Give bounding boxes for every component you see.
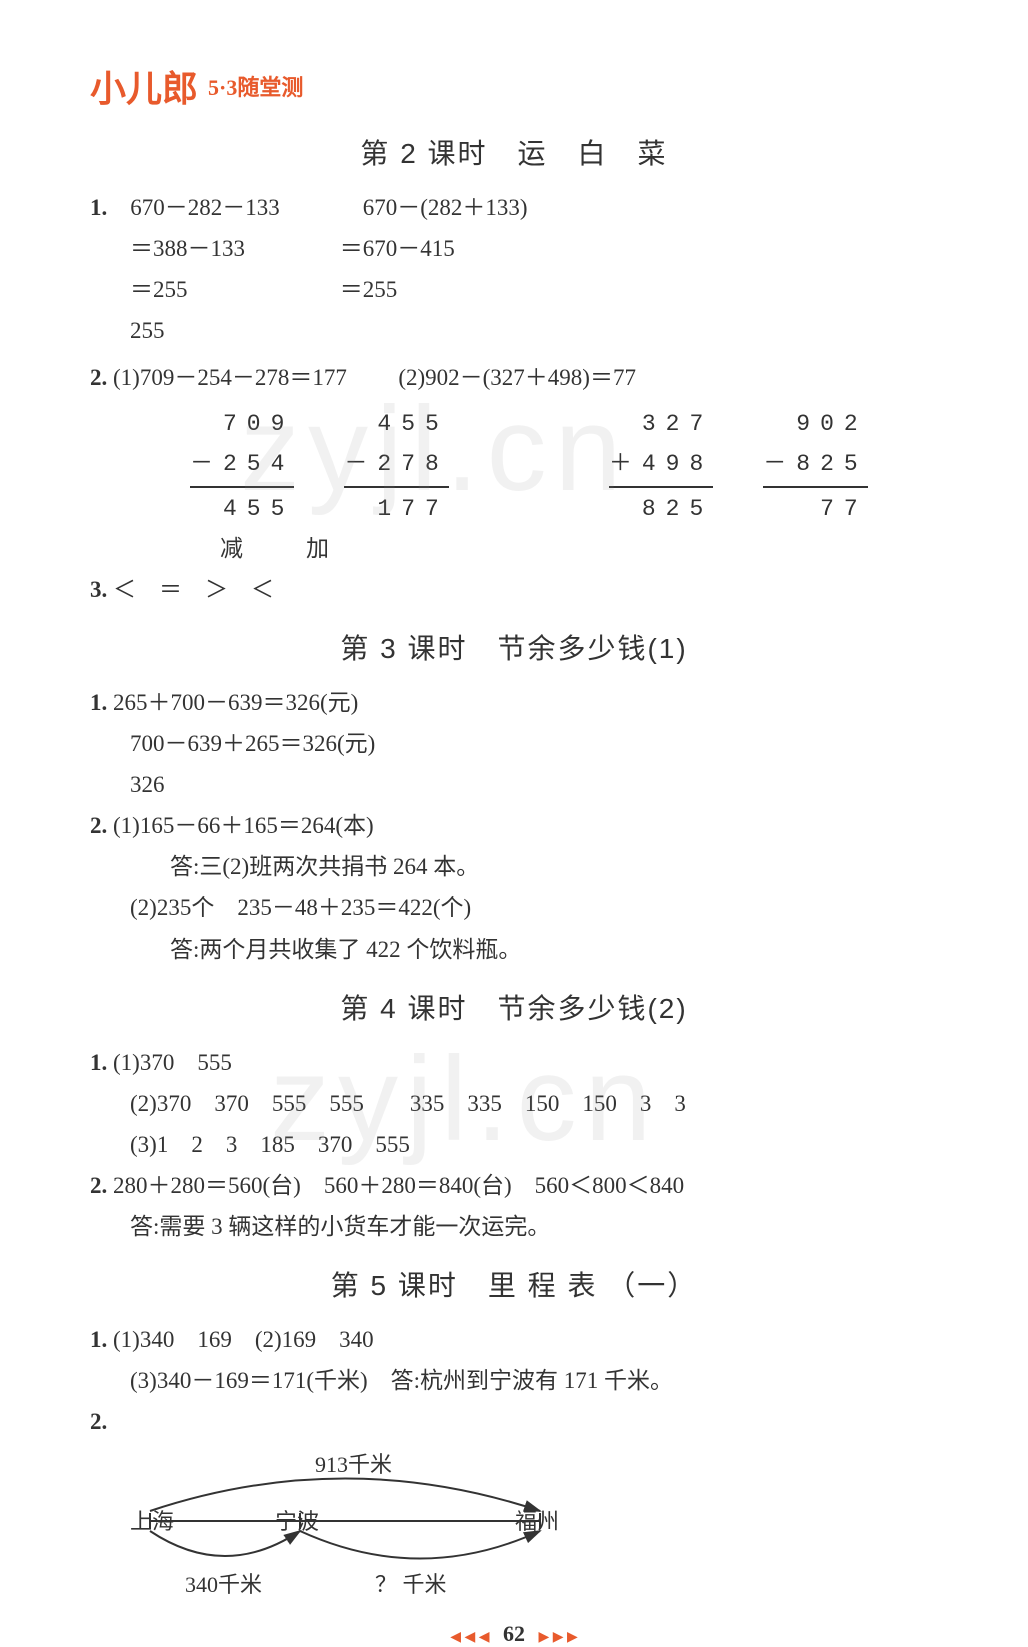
expr: (2)235个 235－48＋235＝422(个) (90, 888, 938, 927)
expr: (3)1 2 3 185 370 555 (90, 1125, 938, 1164)
page-footer: ◀ ◀ ◀ 62 ▶ ▶ ▶ (90, 1621, 938, 1647)
city-fuzhou: 福州 (515, 1503, 559, 1540)
calc-top: 902 (796, 405, 867, 444)
expr: 255 (90, 311, 280, 350)
calc-top: 709 (223, 405, 294, 444)
expr: ＝388－133 (90, 229, 280, 268)
expr: ＜ ＝ ＞ ＜ (113, 577, 274, 602)
logo-text: 小儿郎 (90, 60, 198, 112)
calc-group: 709 －254 455 (190, 405, 294, 528)
calc-res: 825 (642, 490, 713, 529)
calc-res: 455 (223, 490, 294, 529)
section-4-content: 1. (1)370 555 (2)370 370 555 555 335 335… (90, 1043, 938, 1246)
calc-group: 327 ＋498 825 (609, 405, 713, 528)
calc-op: －254 (190, 445, 294, 488)
q-num: 1. (90, 690, 107, 715)
section-3-content: 1. 265＋700－639＝326(元) 700－639＋265＝326(元)… (90, 683, 938, 969)
expr: (1)709－254－278＝177 (113, 365, 347, 390)
expr: 670－(282＋133) (340, 188, 528, 227)
page-number: 62 (503, 1621, 525, 1646)
q-num: 2. (90, 1173, 107, 1198)
calc-op: ＋498 (609, 445, 713, 488)
section-title-2: 第 2 课时 运 白 菜 (90, 132, 938, 172)
section-title-4: 第 4 课时 节余多少钱(2) (90, 987, 938, 1027)
q-num: 2. (90, 813, 107, 838)
page-header: 小儿郎 5·3随堂测 (90, 60, 938, 112)
q-num: 1. (90, 195, 107, 220)
calc-op: －278 (344, 445, 448, 488)
answer: 答:两个月共收集了 422 个饮料瓶。 (90, 930, 938, 969)
expr: (1)370 555 (113, 1050, 232, 1075)
expr: (2)902－(327＋498)＝77 (398, 365, 636, 390)
calc-op: －825 (763, 445, 867, 488)
calc-res: 77 (820, 490, 868, 529)
calc-group: 902 －825 77 (763, 405, 867, 528)
calc-group: 455 －278 177 (344, 405, 448, 528)
label-question: ？ 千米 (375, 1566, 447, 1603)
expr: 670－282－133 (107, 195, 280, 220)
q-num: 2. (90, 365, 107, 390)
expr: ＝255 (90, 270, 280, 309)
label-340: 340千米 (185, 1566, 262, 1603)
q-num: 1. (90, 1327, 107, 1352)
expr: (3)340－169＝171(千米) 答:杭州到宁波有 171 千米。 (90, 1361, 938, 1400)
section-title-5: 第 5 课时 里 程 表 （一） (90, 1264, 938, 1304)
distance-diagram: 913千米 上海 宁波 福州 340千米 ？ 千米 (120, 1451, 680, 1591)
expr: (1)340 169 (2)169 340 (113, 1327, 374, 1352)
q-num: 2. (90, 1409, 107, 1434)
city-ningbo: 宁波 (275, 1503, 319, 1540)
section-2-content: 1. 670－282－133 ＝388－133 ＝255 255 670－(28… (90, 188, 938, 609)
logo-subtitle: 5·3随堂测 (208, 70, 303, 102)
answer: 答:三(2)班两次共捐书 264 本。 (90, 847, 938, 886)
calc-top: 327 (642, 405, 713, 444)
expr: (2)370 370 555 555 335 335 150 150 3 3 (90, 1084, 938, 1123)
calc-res: 177 (377, 490, 448, 529)
expr: (1)165－66＋165＝264(本) (113, 813, 374, 838)
expr: 265＋700－639＝326(元) (113, 690, 358, 715)
q-num: 3. (90, 577, 107, 602)
expr: ＝670－415 (340, 229, 528, 268)
answer: 答:需要 3 辆这样的小货车才能一次运完。 (90, 1207, 938, 1246)
section-title-3: 第 3 课时 节余多少钱(1) (90, 627, 938, 667)
triangle-right-icon: ▶ ▶ ▶ (539, 1630, 578, 1645)
expr: 700－639＋265＝326(元) (90, 724, 938, 763)
q-num: 1. (90, 1050, 107, 1075)
city-shanghai: 上海 (130, 1503, 174, 1540)
label-913: 913千米 (315, 1446, 392, 1483)
section-5-content: 1. (1)340 169 (2)169 340 (3)340－169＝171(… (90, 1320, 938, 1591)
expr: 280＋280＝560(台) 560＋280＝840(台) 560＜800＜84… (113, 1173, 684, 1198)
triangle-left-icon: ◀ ◀ ◀ (450, 1630, 489, 1645)
calc-top: 455 (377, 405, 448, 444)
expr: ＝255 (340, 270, 528, 309)
note: 减 加 (90, 529, 938, 568)
expr: 326 (90, 765, 938, 804)
vertical-calculations: 709 －254 455 455 －278 177 327 ＋498 825 9… (190, 405, 938, 528)
